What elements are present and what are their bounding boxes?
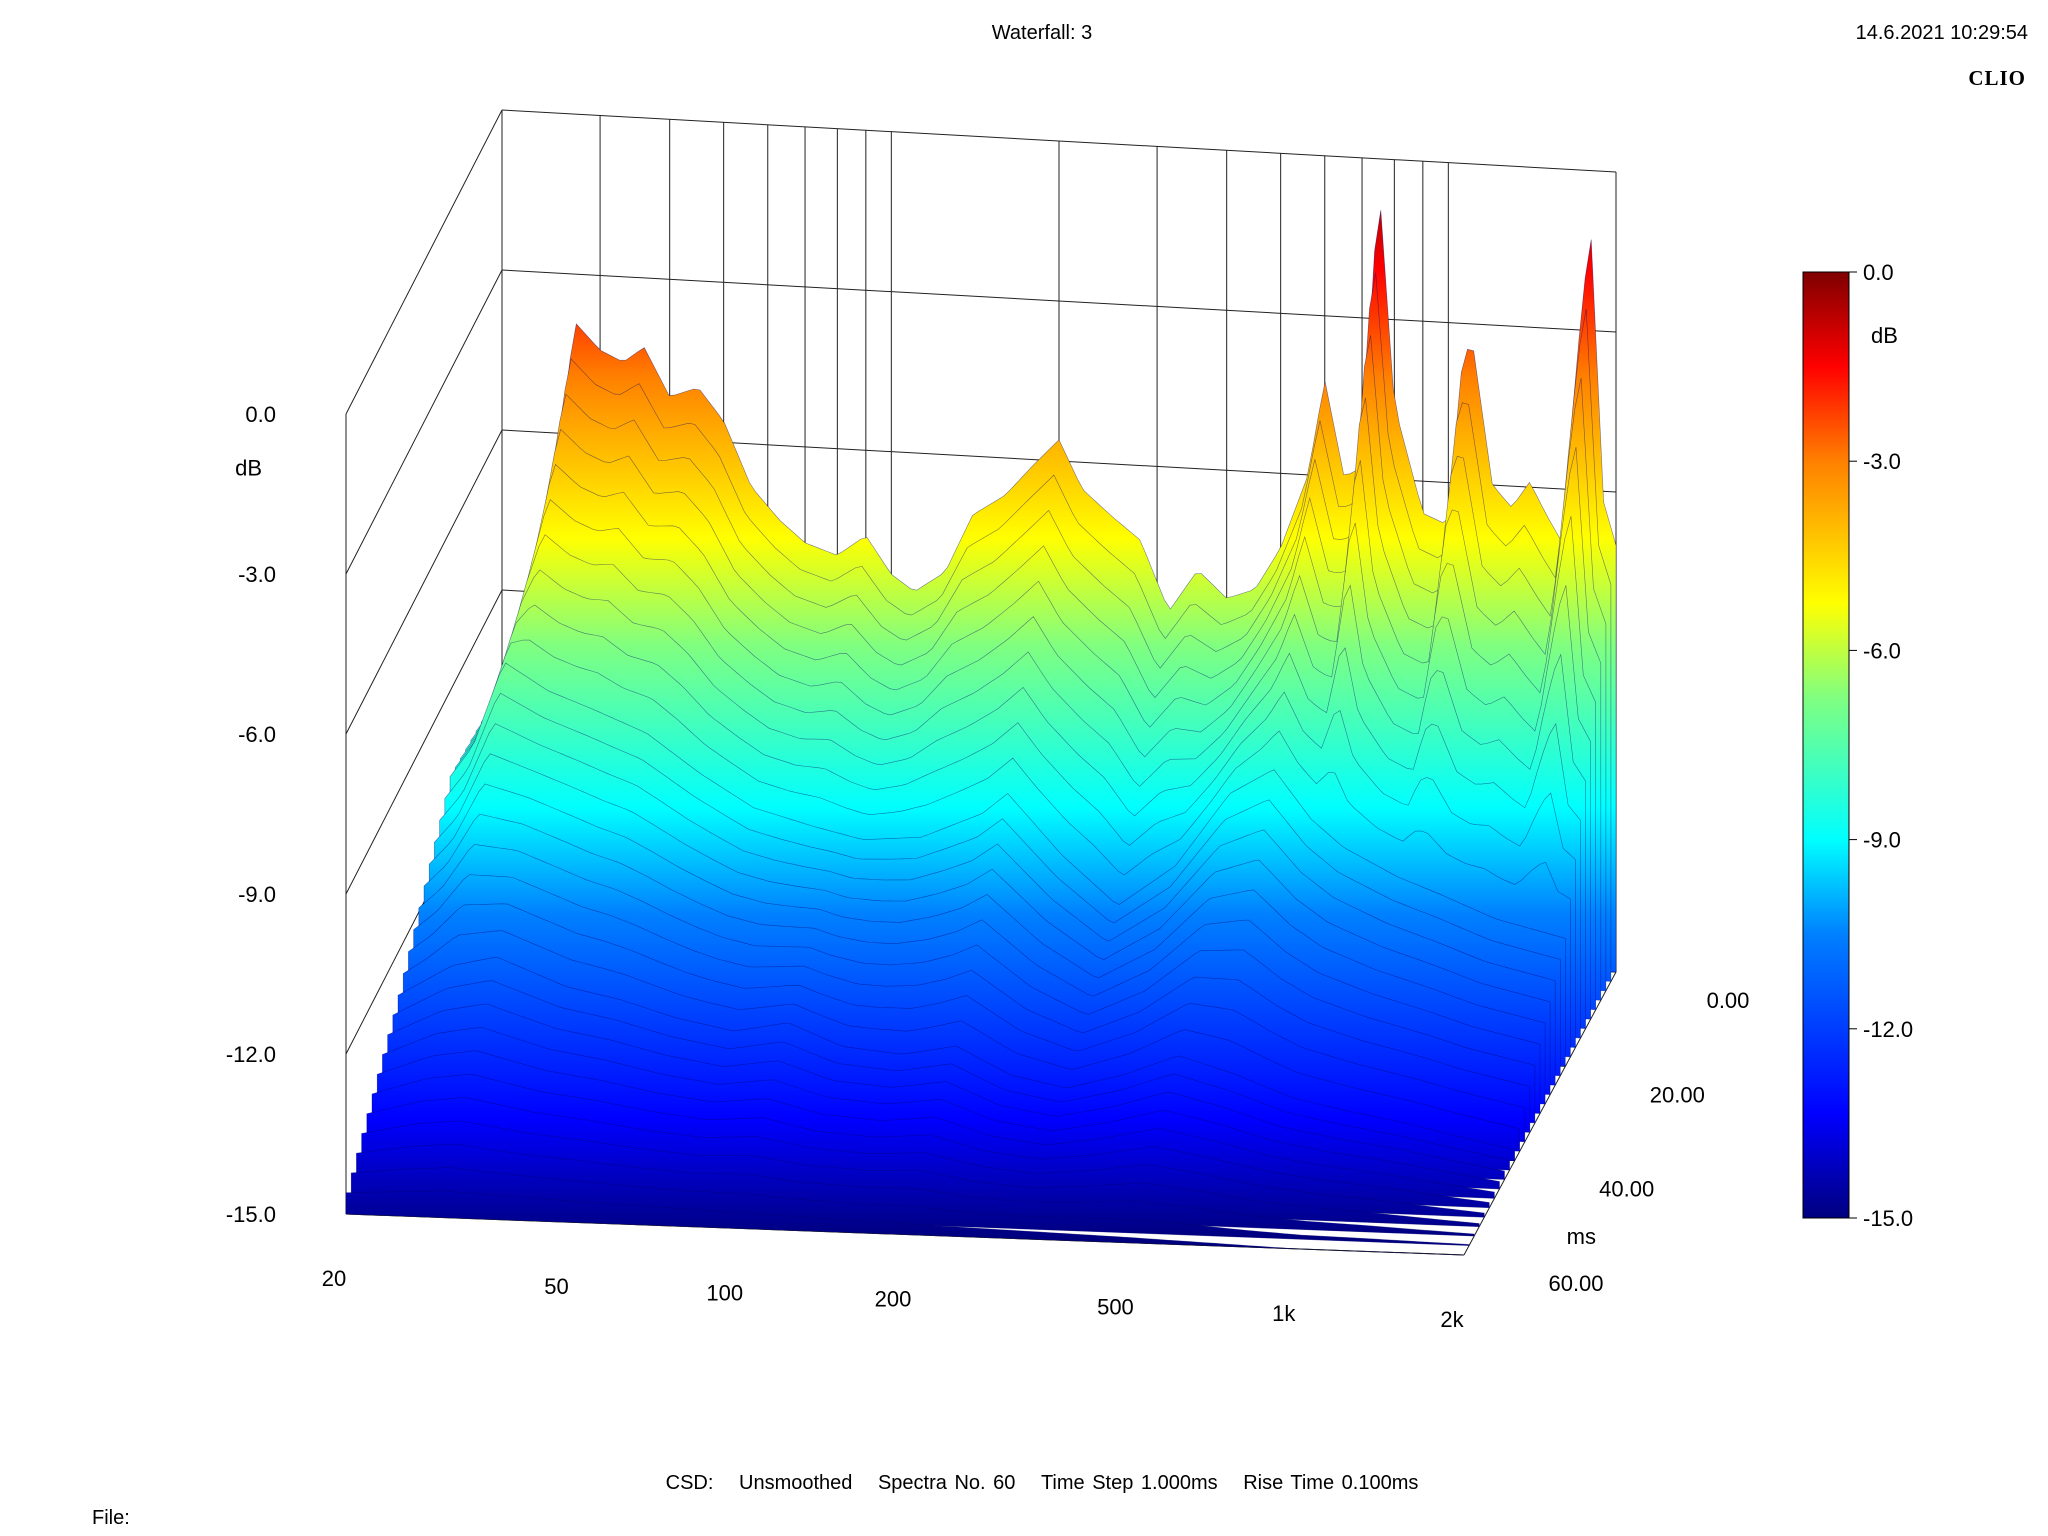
z-tick-label: 0.00 — [1707, 988, 1750, 1013]
z-unit-label: ms — [1567, 1224, 1596, 1249]
x-tick-label: 2k — [1440, 1307, 1464, 1332]
waterfall-surface — [345, 210, 1617, 1256]
colorbar-tick-label: -12.0 — [1863, 1017, 1913, 1042]
grid-line-side — [345, 269, 503, 575]
spectrum-slice — [356, 1143, 1475, 1237]
x-tick-label: 20 — [322, 1266, 346, 1291]
colorbar-scale — [1802, 271, 1850, 1219]
x-tick-label: 500 — [1097, 1295, 1134, 1320]
brand-logo-text: CLIO — [1968, 66, 2026, 90]
z-tick-label: 40.00 — [1599, 1177, 1654, 1202]
colorbar-tick-label: -3.0 — [1863, 449, 1901, 474]
grid-line-horizontal — [501, 269, 1617, 333]
spectrum-slice — [366, 1097, 1485, 1218]
y-unit-label: dB — [235, 455, 262, 480]
time-step: Time Step 1.000ms — [1040, 1472, 1218, 1494]
grid-line-side — [345, 589, 503, 895]
z-tick-label: 60.00 — [1548, 1271, 1603, 1296]
axis-labels: 0.0 -3.0 -6.0 -9.0 -12.0 -15.0 dB 20 50 100 200 500… — [226, 402, 1750, 1332]
x-tick-label: 200 — [875, 1287, 912, 1312]
colorbar: 0.0 -3.0 -6.0 -9.0 -12.0 -15.0 dB — [1802, 260, 1913, 1231]
colorbar-unit-label: dB — [1871, 323, 1898, 348]
z-tick-label: 20.00 — [1650, 1082, 1705, 1107]
spectrum-slice — [345, 1190, 1465, 1256]
x-tick-label: 1k — [1272, 1301, 1296, 1326]
colorbar-tick-label: -15.0 — [1863, 1206, 1913, 1231]
file-label: File: — [92, 1507, 130, 1529]
spectra-count: Spectra No. 60 — [877, 1472, 1016, 1494]
chart-title: Waterfall: 3 — [991, 22, 1093, 44]
colorbar-tick-label: -9.0 — [1863, 828, 1901, 853]
y-tick-label: -9.0 — [238, 882, 276, 907]
measurement-settings: CSD: Unsmoothed Spectra No. 60 Time Step… — [0, 1472, 2048, 1495]
spectrum-slice — [350, 1167, 1470, 1246]
csd-label: CSD: — [665, 1472, 714, 1494]
timestamp: 14.6.2021 10:29:54 — [1855, 22, 2028, 44]
grid-line-side — [345, 109, 503, 415]
colorbar-tick-label: -6.0 — [1863, 638, 1901, 663]
colorbar-tick-label: 0.0 — [1863, 260, 1894, 285]
spectrum-slice — [361, 1120, 1480, 1228]
grid-line-side — [345, 429, 503, 735]
grid-line-horizontal — [501, 109, 1617, 173]
y-tick-label: -12.0 — [226, 1042, 276, 1067]
y-tick-label: -6.0 — [238, 722, 276, 747]
x-tick-label: 50 — [544, 1274, 568, 1299]
rise-time: Rise Time 0.100ms — [1243, 1472, 1419, 1494]
x-tick-label: 100 — [706, 1280, 743, 1305]
y-tick-label: -15.0 — [226, 1202, 276, 1227]
y-tick-label: 0.0 — [245, 402, 276, 427]
smoothing-value: Unsmoothed — [739, 1472, 853, 1494]
y-tick-label: -3.0 — [238, 562, 276, 587]
